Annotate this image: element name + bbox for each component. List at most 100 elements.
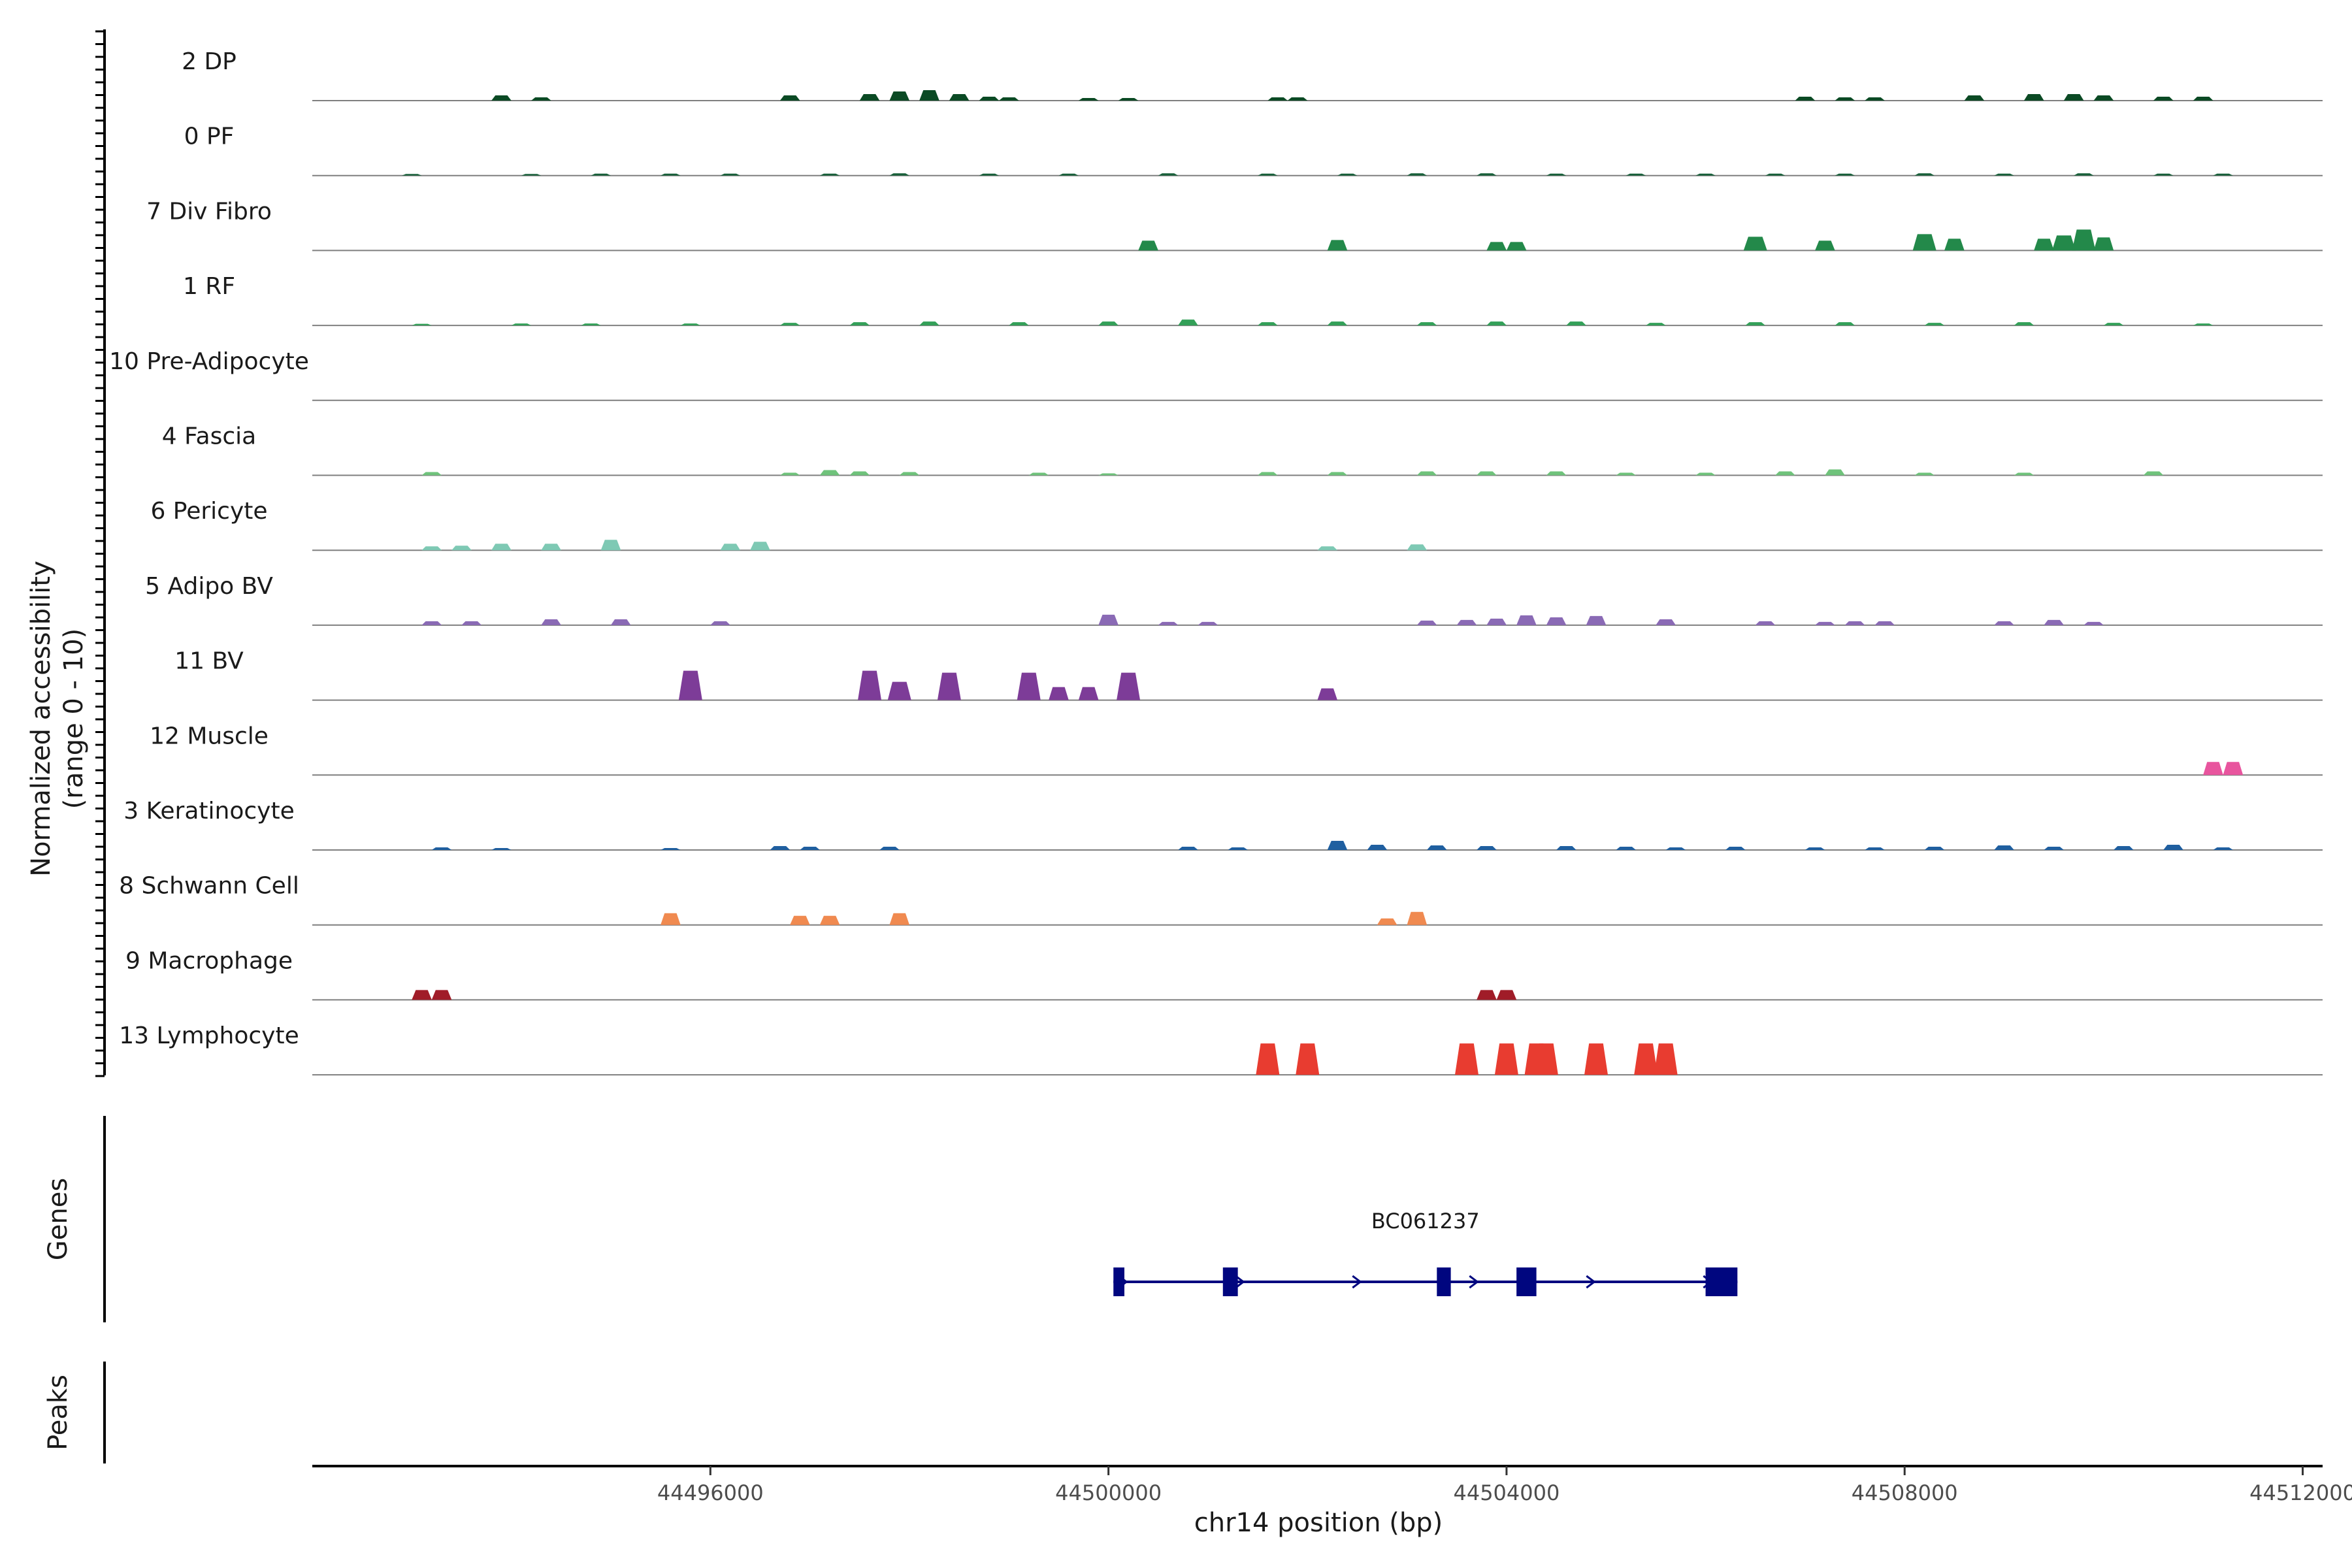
coverage-peak [610, 619, 631, 625]
coverage-peak [2014, 472, 2034, 476]
coverage-peak [779, 95, 800, 101]
coverage-peak [1865, 847, 1885, 850]
y-axis-subtitle: (range 0 - 10) [59, 629, 89, 809]
coverage-peak [887, 681, 911, 700]
coverage-peak [2223, 762, 2244, 776]
coverage-peak [600, 540, 621, 551]
x-tick-label: 44504000 [1453, 1480, 1560, 1505]
coverage-peak [1865, 97, 1885, 101]
coverage-peak [1496, 990, 1517, 1000]
coverage-peak [1258, 173, 1278, 176]
x-axis-title: chr14 position (bp) [1194, 1508, 1443, 1538]
coverage-peak [919, 90, 939, 101]
coverage-peak [1009, 322, 1029, 326]
coverage-peak [1228, 847, 1248, 850]
coverage-peak [819, 173, 840, 176]
gene-label: BC061237 [1371, 1209, 1480, 1233]
coverage-peak [421, 621, 442, 625]
coverage-peak [531, 97, 551, 101]
track-label: 10 Pre-Adipocyte [109, 348, 309, 375]
coverage-peak [1078, 98, 1099, 101]
coverage-peak [451, 546, 472, 551]
coverage-peak [1158, 621, 1179, 625]
coverage-peak [1924, 323, 1945, 326]
coverage-peak [1745, 322, 1766, 326]
coverage-peak [1486, 618, 1507, 625]
track-label: 5 Adipo BV [145, 573, 273, 600]
coverage-peak [2193, 97, 2213, 101]
track-label: 0 PF [184, 123, 235, 150]
coverage-peak [1058, 173, 1079, 176]
coverage-peak [1098, 473, 1119, 476]
coverage-peak [1646, 323, 1666, 326]
track-7-div-fibro: 7 Div Fibro [146, 198, 2323, 252]
track-3-keratinocyte: 3 Keratinocyte [123, 798, 2323, 851]
coverage-peak [1078, 687, 1099, 700]
coverage-peak [1815, 621, 1835, 625]
coverage-peak [1805, 847, 1825, 850]
coverage-peak [849, 322, 870, 326]
track-label: 1 RF [183, 273, 235, 300]
coverage-peak [1138, 240, 1158, 251]
coverage-peak [421, 546, 442, 551]
track-label: 6 Pericyte [150, 498, 267, 525]
coverage-peak [1098, 614, 1119, 625]
coverage-tracks: 2 DP 0 PF 7 Div Fibro 1 RF 10 Pre-Adipocyte 4… [109, 48, 2323, 1076]
track-label: 13 Lymphocyte [119, 1022, 299, 1049]
strand-arrow [1352, 1275, 1362, 1289]
coverage-peak [1098, 321, 1119, 326]
coverage-peak [2083, 621, 2104, 625]
coverage-peak [1327, 240, 1348, 251]
coverage-peak [1158, 173, 1179, 176]
coverage-peak [2023, 94, 2044, 101]
gene-exon [1516, 1267, 1537, 1296]
coverage-peak [2103, 323, 2124, 326]
coverage-peak [1625, 173, 1646, 176]
track-13-lymphocyte: 13 Lymphocyte [119, 1022, 2323, 1076]
genes-panel: Genes BC061237 [43, 1116, 1738, 1322]
track-9-macrophage: 9 Macrophage [125, 947, 2323, 1001]
peaks-label: Peaks [43, 1375, 73, 1450]
coverage-peak [1416, 471, 1437, 476]
coverage-peak [1367, 845, 1388, 850]
coverage-peak [1546, 173, 1567, 176]
coverage-peak [2143, 471, 2164, 476]
strand-arrow [1586, 1275, 1596, 1289]
coverage-peak [937, 672, 961, 700]
coverage-peak [1516, 615, 1537, 625]
gene-exon [1222, 1267, 1238, 1296]
coverage-peak [491, 95, 512, 101]
track-10-pre-adipocyte: 10 Pre-Adipocyte [109, 348, 2323, 401]
coverage-peak [1656, 619, 1676, 625]
coverage-peak [1835, 173, 1855, 176]
coverage-peak [770, 846, 791, 850]
coverage-peak [979, 173, 1000, 176]
coverage-peak [1486, 242, 1507, 251]
track-label: 3 Keratinocyte [123, 798, 295, 825]
coverage-peak [1049, 687, 1069, 700]
coverage-peak [1755, 621, 1776, 625]
track-6-pericyte: 6 Pericyte [150, 498, 2323, 551]
coverage-peak [779, 472, 800, 476]
coverage-peak [412, 323, 432, 326]
coverage-peak [2044, 619, 2065, 625]
coverage-peak [858, 670, 882, 700]
coverage-peak [1317, 688, 1338, 700]
coverage-peak [2163, 845, 2183, 850]
coverage-peak [2034, 238, 2054, 251]
coverage-peak [661, 913, 681, 925]
coverage-peak [720, 544, 741, 551]
coverage-peak [491, 544, 512, 551]
coverage-peak [1287, 97, 1308, 101]
track-label: 7 Div Fibro [146, 198, 272, 225]
x-axis: 44496000 44500000 44504000 44508000 44512000 [312, 1465, 2352, 1505]
coverage-peak [1795, 97, 1816, 101]
track-8-schwann-cell: 8 Schwann Cell [119, 873, 2323, 926]
peaks-panel: Peaks [43, 1362, 106, 1463]
coverage-peak [431, 990, 452, 1000]
strand-arrow [1469, 1275, 1479, 1289]
coverage-peak [1695, 173, 1716, 176]
coverage-peak [2044, 847, 2065, 850]
coverage-peak [720, 173, 741, 176]
track-2-dp: 2 DP [182, 48, 2323, 101]
